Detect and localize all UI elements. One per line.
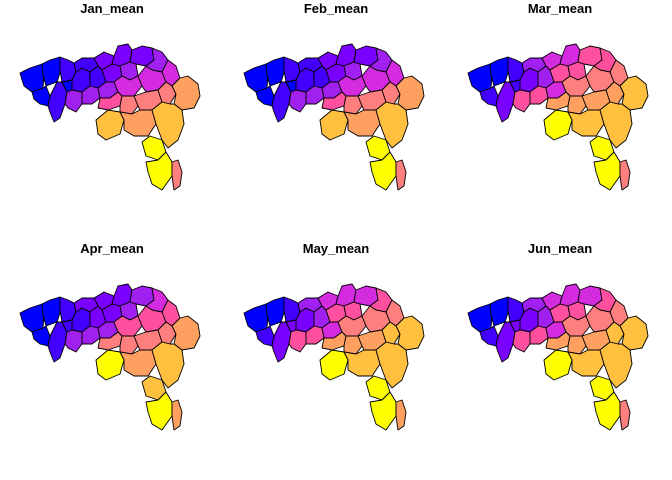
district-polygon-26 — [171, 315, 201, 351]
district-polygon-14 — [288, 329, 307, 353]
district-polygon-31 — [599, 341, 633, 389]
district-polygon-14 — [64, 329, 83, 353]
district-polygon-1 — [467, 303, 493, 333]
district-group — [243, 43, 425, 191]
district-group — [467, 43, 649, 191]
map-title: Jan_mean — [80, 1, 144, 16]
district-polygon-26 — [619, 315, 649, 351]
district-polygon-27 — [543, 109, 573, 141]
district-polygon-2 — [265, 296, 286, 327]
district-polygon-5 — [271, 81, 292, 123]
district-polygon-28 — [567, 349, 605, 377]
choropleth-map — [467, 43, 649, 191]
district-polygon-28 — [119, 349, 157, 377]
choropleth-map — [243, 43, 425, 191]
district-polygon-32 — [395, 399, 407, 431]
district-polygon-27 — [319, 349, 349, 381]
district-polygon-5 — [495, 321, 516, 363]
district-polygon-2 — [41, 56, 62, 87]
map-panel-2: Feb_mean — [224, 0, 448, 240]
district-polygon-31 — [151, 341, 185, 389]
district-polygon-14 — [512, 329, 531, 353]
district-polygon-28 — [343, 349, 381, 377]
district-polygon-1 — [19, 303, 45, 333]
choropleth-map — [19, 283, 201, 431]
district-polygon-1 — [243, 63, 269, 93]
district-polygon-31 — [375, 101, 409, 149]
district-group — [19, 283, 201, 431]
district-polygon-5 — [47, 321, 68, 363]
district-polygon-2 — [265, 56, 286, 87]
choropleth-map — [19, 43, 201, 191]
district-polygon-26 — [395, 75, 425, 111]
district-polygon-27 — [543, 349, 573, 381]
map-title: Mar_mean — [527, 1, 593, 16]
district-group — [243, 283, 425, 431]
district-polygon-1 — [243, 303, 269, 333]
district-polygon-27 — [95, 349, 125, 381]
map-title: Feb_mean — [303, 1, 369, 16]
map-panel-4: Apr_mean — [0, 240, 224, 480]
district-polygon-2 — [41, 296, 62, 327]
district-polygon-32 — [619, 159, 631, 191]
map-panel-3: Mar_mean — [448, 0, 672, 240]
district-polygon-14 — [64, 89, 83, 113]
district-polygon-14 — [288, 89, 307, 113]
choropleth-map — [467, 283, 649, 431]
district-group — [19, 43, 201, 191]
choropleth-map — [243, 283, 425, 431]
district-polygon-5 — [271, 321, 292, 363]
district-polygon-5 — [47, 81, 68, 123]
district-polygon-28 — [567, 109, 605, 137]
district-polygon-27 — [95, 109, 125, 141]
district-polygon-1 — [19, 63, 45, 93]
map-title: Apr_mean — [80, 241, 144, 256]
district-polygon-32 — [619, 399, 631, 431]
district-polygon-28 — [119, 109, 157, 137]
district-polygon-27 — [319, 109, 349, 141]
district-polygon-5 — [495, 81, 516, 123]
map-panel-5: May_mean — [224, 240, 448, 480]
district-polygon-1 — [467, 63, 493, 93]
map-title: May_mean — [302, 241, 370, 256]
district-polygon-32 — [395, 159, 407, 191]
district-group — [467, 283, 649, 431]
district-polygon-32 — [171, 159, 183, 191]
district-polygon-2 — [489, 56, 510, 87]
map-panel-6: Jun_mean — [448, 240, 672, 480]
district-polygon-2 — [489, 296, 510, 327]
map-title: Jun_mean — [527, 241, 593, 256]
district-polygon-14 — [512, 89, 531, 113]
district-polygon-26 — [395, 315, 425, 351]
district-polygon-31 — [599, 101, 633, 149]
district-polygon-28 — [343, 109, 381, 137]
district-polygon-32 — [171, 399, 183, 431]
district-polygon-26 — [619, 75, 649, 111]
map-panel-1: Jan_mean — [0, 0, 224, 240]
district-polygon-26 — [171, 75, 201, 111]
district-polygon-31 — [375, 341, 409, 389]
district-polygon-31 — [151, 101, 185, 149]
